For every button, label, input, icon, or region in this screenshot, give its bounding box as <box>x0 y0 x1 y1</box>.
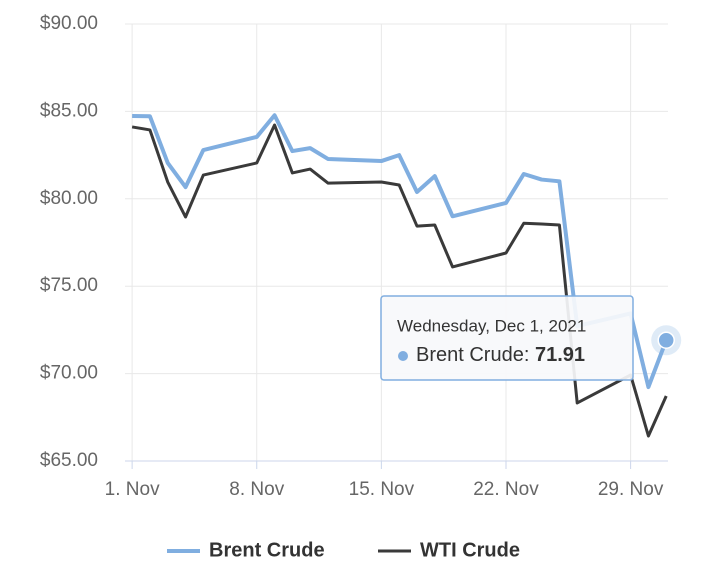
series-line <box>132 113 669 390</box>
y-tick-label: $90.00 <box>40 13 98 34</box>
highlight-point <box>657 331 675 349</box>
y-tick-label: $75.00 <box>40 275 98 296</box>
y-tick-label: $80.00 <box>40 188 98 209</box>
x-tick-label: 8. Nov <box>229 479 284 500</box>
y-tick-label: $85.00 <box>40 100 98 121</box>
y-tick-label: $65.00 <box>40 450 98 471</box>
tooltip-series: Brent Crude: 71.91 <box>416 344 585 366</box>
tooltip-box <box>380 295 634 381</box>
plot <box>131 113 682 438</box>
x-tick-label: 1. Nov <box>105 479 160 500</box>
legend-label[interactable]: Brent Crude <box>209 539 325 561</box>
x-tick-label: 29. Nov <box>598 479 664 500</box>
x-tick-label: 15. Nov <box>349 479 415 500</box>
series-line <box>131 123 668 438</box>
tooltip-title: Wednesday, Dec 1, 2021 <box>397 316 586 335</box>
y-tick-label: $70.00 <box>40 363 98 384</box>
tooltip-colon: : <box>524 344 535 366</box>
tooltip-series-name: Brent Crude <box>416 344 524 366</box>
legend: Brent Crude WTI Crude <box>167 539 520 561</box>
tooltip-marker <box>398 351 408 361</box>
grid: $65.00 $70.00 $75.00 $80.00 $85.00 $90.00 1. N… <box>40 13 668 500</box>
x-tick-label: 22. Nov <box>473 479 539 500</box>
tooltip: Wednesday, Dec 1, 2021 Brent Crude: 71.9… <box>380 295 634 381</box>
tooltip-value: 71.91 <box>535 344 585 366</box>
legend-label[interactable]: WTI Crude <box>420 539 520 561</box>
